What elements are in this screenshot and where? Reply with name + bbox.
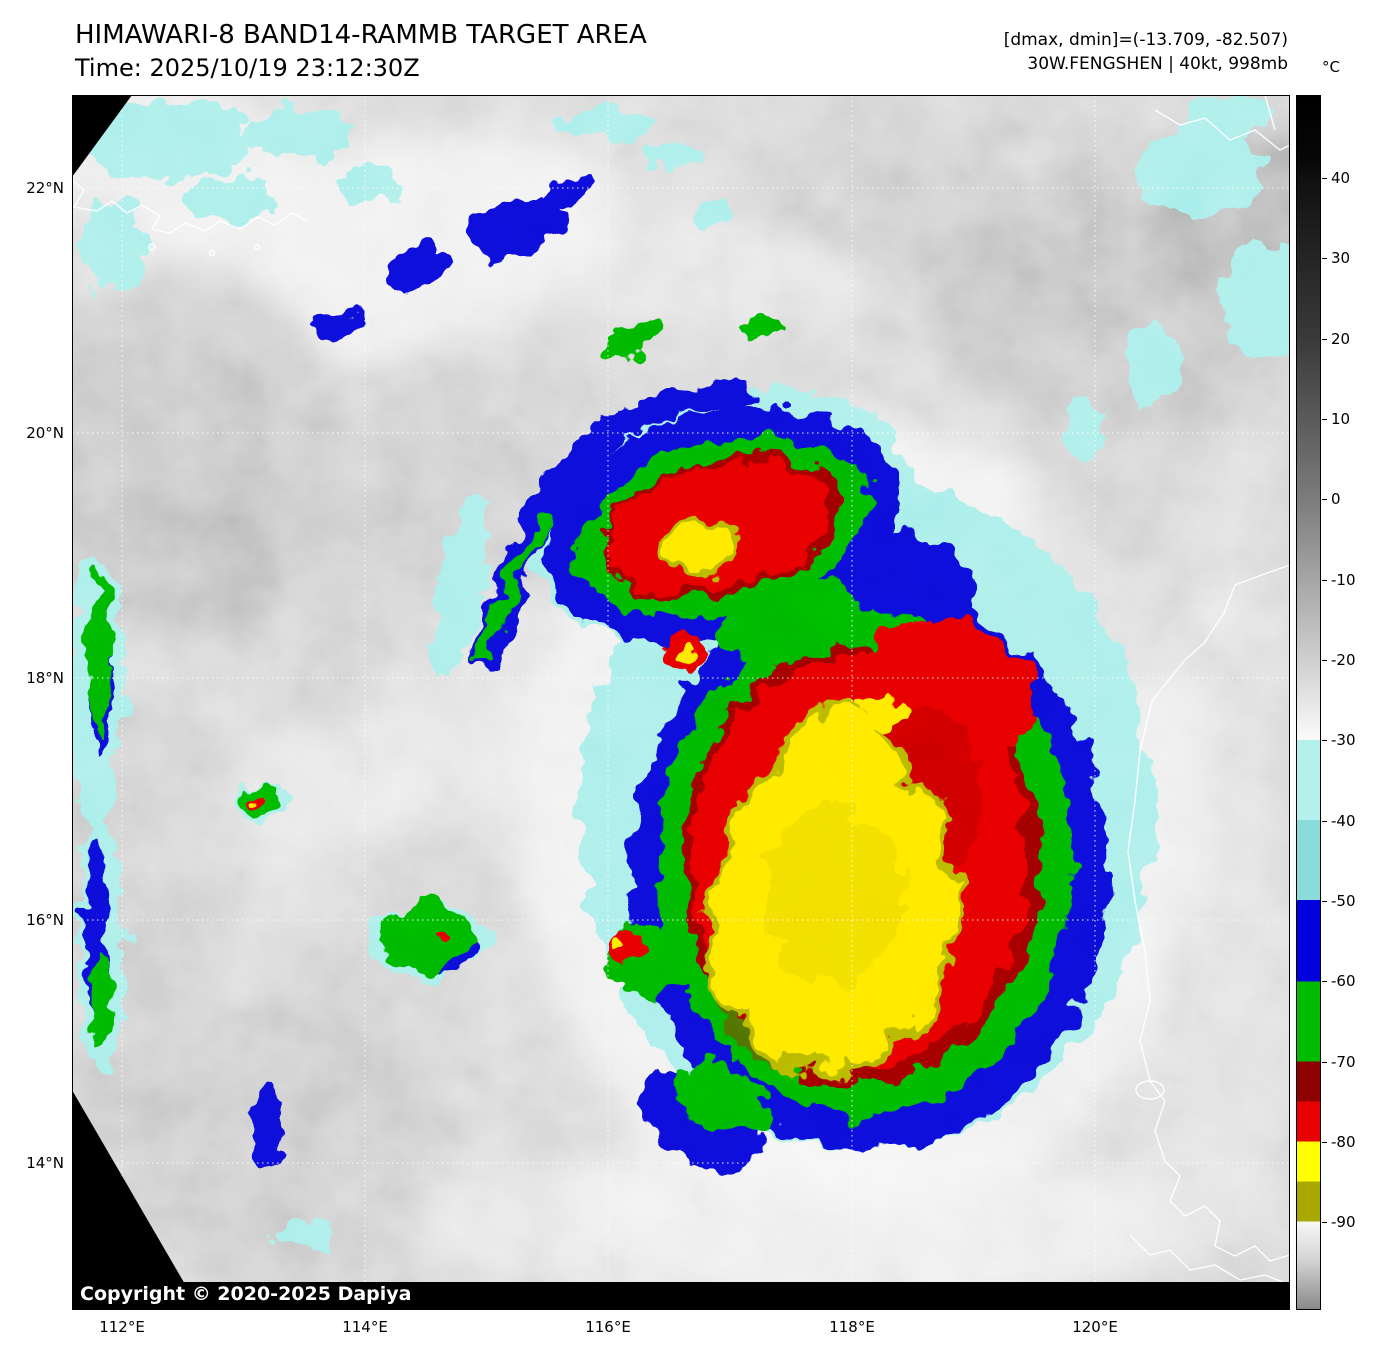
- lat-label: 22°N: [26, 179, 64, 197]
- swath-edge-top: [72, 95, 132, 177]
- lat-label: 16°N: [26, 911, 64, 929]
- lon-label: 120°E: [1072, 1318, 1118, 1336]
- page-title: HIMAWARI-8 BAND14-RAMMB TARGET AREA: [75, 20, 647, 50]
- copyright-notice: Copyright © 2020-2025 Dapiya: [80, 1283, 412, 1305]
- lon-label: 114°E: [342, 1318, 388, 1336]
- colorbar-tick-label: -90: [1331, 1213, 1356, 1231]
- dmax-dmin-readout: [dmax, dmin]=(-13.709, -82.507): [1003, 30, 1288, 50]
- colorbar-tick-label: 0: [1331, 490, 1341, 508]
- colorbar-tick: [1322, 740, 1327, 741]
- colorbar-tick-label: -50: [1331, 892, 1356, 910]
- lat-label: 20°N: [26, 424, 64, 442]
- lon-label: 112°E: [99, 1318, 145, 1336]
- colorbar-tick: [1322, 1142, 1327, 1143]
- colorbar-tick-label: 40: [1331, 169, 1351, 187]
- colorbar-tick-label: -60: [1331, 972, 1356, 990]
- map-border: [72, 95, 1290, 1310]
- satellite-map: [72, 95, 1290, 1310]
- colorbar-tick: [1322, 419, 1327, 420]
- colorbar-tick-label: -30: [1331, 731, 1356, 749]
- lon-label: 116°E: [585, 1318, 631, 1336]
- colorbar-tick: [1322, 580, 1327, 581]
- colorbar-tick: [1322, 1062, 1327, 1063]
- timestamp: Time: 2025/10/19 23:12:30Z: [75, 54, 420, 82]
- colorbar-tick: [1322, 821, 1327, 822]
- colorbar-tick: [1322, 258, 1327, 259]
- colorbar-tick: [1322, 339, 1327, 340]
- storm-info: 30W.FENGSHEN | 40kt, 998mb: [1027, 54, 1288, 74]
- colorbar-tick-label: -80: [1331, 1133, 1356, 1151]
- colorbar-tick-label: -20: [1331, 651, 1356, 669]
- colorbar-tick: [1322, 981, 1327, 982]
- colorbar-tick: [1322, 1222, 1327, 1223]
- lon-label: 118°E: [829, 1318, 875, 1336]
- colorbar-unit-label: °C: [1322, 58, 1340, 76]
- temperature-colorbar: [1296, 95, 1321, 1310]
- colorbar-tick-label: 10: [1331, 410, 1351, 428]
- satellite-imagery: [72, 95, 1290, 1310]
- swath-edge: [72, 1090, 200, 1310]
- colorbar-tick-label: -70: [1331, 1053, 1356, 1071]
- colorbar-tick: [1322, 499, 1327, 500]
- colorbar-tick-label: -10: [1331, 571, 1356, 589]
- lat-label: 18°N: [26, 669, 64, 687]
- graticule: [72, 95, 1290, 1310]
- lat-label: 14°N: [26, 1154, 64, 1172]
- footer-band: [72, 1282, 1290, 1310]
- colorbar-tick: [1322, 178, 1327, 179]
- colorbar-tick-label: 30: [1331, 249, 1351, 267]
- colorbar-tick: [1322, 901, 1327, 902]
- colorbar-tick: [1322, 660, 1327, 661]
- colorbar-tick-label: 20: [1331, 330, 1351, 348]
- colorbar-tick-label: -40: [1331, 812, 1356, 830]
